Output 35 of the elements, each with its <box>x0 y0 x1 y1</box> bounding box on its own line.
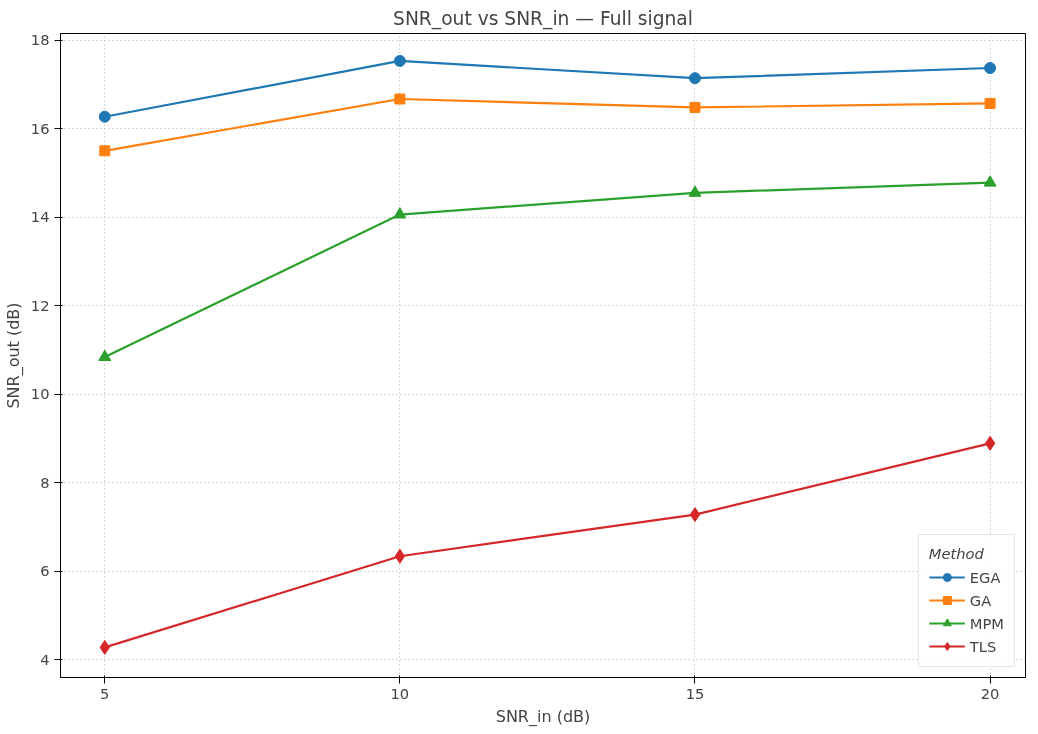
y-tick-label: 8 <box>40 473 50 491</box>
legend-label: GA <box>969 591 992 609</box>
legend-label: TLS <box>969 637 997 655</box>
y-tick-label: 4 <box>40 650 50 668</box>
y-axis-title: SNR_out (dB) <box>3 302 24 409</box>
point <box>689 101 701 113</box>
point <box>984 435 996 451</box>
legend-label: EGA <box>969 568 1001 586</box>
point <box>984 62 997 75</box>
x-axis-title: SNR_in (dB) <box>495 706 591 727</box>
point <box>394 93 406 105</box>
chart-title: SNR_out vs SNR_in — Full signal <box>393 7 693 30</box>
point <box>983 175 997 187</box>
x-tick-label: 5 <box>100 684 110 702</box>
point <box>984 97 996 109</box>
point <box>393 207 407 219</box>
x-tick-label: 10 <box>390 684 410 702</box>
y-tick-label: 18 <box>30 31 50 49</box>
x-tick-label: 15 <box>685 684 705 702</box>
point <box>394 548 406 564</box>
y-tick-label: 10 <box>30 385 50 403</box>
point <box>688 72 701 85</box>
point <box>689 507 701 523</box>
point <box>98 349 112 362</box>
legend-title: Method <box>928 545 985 562</box>
point <box>98 110 111 123</box>
point <box>393 54 406 67</box>
y-tick-label: 12 <box>30 296 50 314</box>
x-tick-label: 20 <box>980 684 1000 702</box>
point <box>688 185 702 197</box>
y-tick-label: 16 <box>30 119 50 137</box>
y-tick-label: 6 <box>40 562 50 580</box>
y-tick-label: 14 <box>30 208 50 226</box>
legend-label: MPM <box>969 614 1004 632</box>
point <box>99 145 111 157</box>
